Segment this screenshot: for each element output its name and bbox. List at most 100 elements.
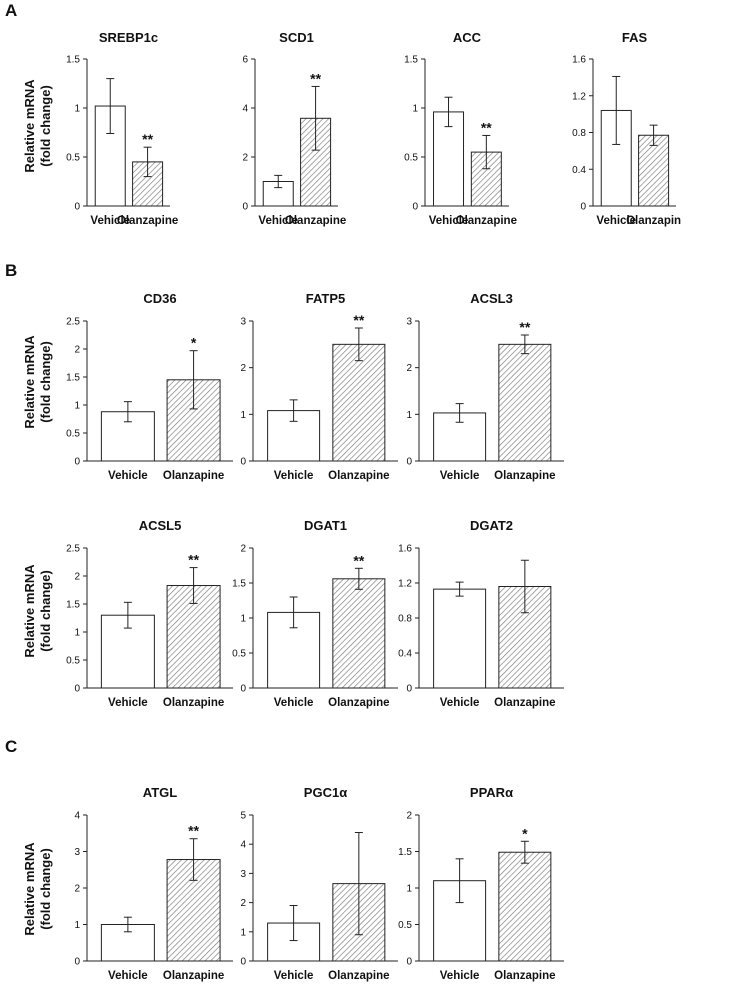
y-tick-label: 1: [240, 927, 246, 938]
y-tick-label: 4: [240, 840, 246, 851]
significance-marker: **: [353, 552, 364, 568]
chart-title: ATGL: [143, 785, 177, 800]
y-axis-label-row-c: Relative mRNA (fold change): [22, 842, 53, 936]
y-tick-label: 1: [74, 104, 80, 115]
ylabel-line1: Relative mRNA: [22, 564, 37, 658]
significance-marker: **: [481, 119, 492, 135]
chart-title: CD36: [143, 291, 176, 306]
chart-dgat1: DGAT1 0 0.5 1 1.5 2 Vehicle ** Olanzapine: [232, 518, 398, 709]
chart-title: ACSL5: [139, 518, 182, 533]
chart-fatp5: FATP5 0 1 2 3 Vehicle ** Olanzapine: [240, 291, 398, 482]
y-tick-label: 3: [240, 869, 246, 880]
category-label: Olanzapine: [163, 470, 224, 482]
chart-title: SCD1: [279, 30, 314, 45]
category-label: Olanzapine: [285, 215, 346, 227]
y-tick-label: 4: [74, 811, 80, 822]
y-tick-label: 0: [580, 202, 586, 213]
category-label: Olanzapine: [328, 470, 389, 482]
y-tick-label: 2: [240, 363, 246, 374]
y-tick-label: 0: [406, 957, 412, 968]
y-tick-label: 0: [406, 457, 412, 468]
y-axis-label-row-a: Relative mRNA (fold change): [22, 79, 53, 173]
ylabel-line2: (fold change): [38, 341, 53, 423]
chart-title: PGC1α: [304, 785, 347, 800]
chart-dgat2: DGAT2 0 0.4 0.8 1.2 1.6 Vehicle Olanzapine: [398, 518, 564, 709]
category-label: Olanzapine: [328, 970, 389, 982]
y-tick-label: 1: [74, 401, 80, 412]
y-tick-label: 1.5: [404, 55, 418, 66]
significance-marker: *: [522, 825, 528, 841]
category-label: Olanzapine: [494, 697, 555, 709]
y-tick-label: 1: [74, 920, 80, 931]
y-tick-label: 0.4: [398, 649, 412, 660]
category-label: Vehicle: [596, 215, 636, 227]
y-tick-label: 1.5: [66, 373, 80, 384]
y-tick-label: 1.6: [398, 544, 412, 555]
y-tick-label: 2.5: [66, 317, 80, 328]
y-tick-label: 1.2: [398, 579, 412, 590]
y-tick-label: 0: [242, 202, 248, 213]
y-tick-label: 0: [74, 202, 80, 213]
category-label: Vehicle: [274, 970, 314, 982]
significance-marker: **: [310, 70, 321, 86]
y-tick-label: 0.8: [572, 128, 586, 139]
chart-acsl3: ACSL3 0 1 2 3 Vehicle ** Olanzapine: [406, 291, 564, 482]
y-tick-label: 1.5: [398, 847, 412, 858]
y-tick-label: 0: [412, 202, 418, 213]
y-tick-label: 2: [74, 884, 80, 895]
y-tick-label: 0: [240, 684, 246, 695]
chart-scd1: SCD1 0 2 4 6 Vehicle ** Olanzapine: [242, 30, 346, 227]
y-tick-label: 0.5: [66, 153, 80, 164]
category-label: Vehicle: [440, 970, 480, 982]
ylabel-line1: Relative mRNA: [22, 79, 37, 173]
y-tick-label: 1.5: [66, 55, 80, 66]
chart-cd36: CD36 0 0.5 1 1.5 2 2.5 Vehicle * Olanzapine: [66, 291, 233, 482]
category-label: Vehicle: [108, 697, 148, 709]
chart-acc: ACC 0 0.5 1 1.5 Vehicle ** Olanzapine: [404, 30, 517, 227]
bar-olanzapine: [498, 343, 552, 462]
category-label: Vehicle: [440, 697, 480, 709]
category-label: Vehicle: [274, 697, 314, 709]
chart-pgc1α: PGC1α 0 1 2 3 4 5 Vehicle Olanzapine: [240, 785, 398, 982]
y-tick-label: 3: [74, 847, 80, 858]
bar-olanzapine: [638, 134, 670, 207]
chart-title: ACSL3: [470, 291, 513, 306]
category-label: Olanzapine: [163, 970, 224, 982]
ylabel-line1: Relative mRNA: [22, 335, 37, 429]
y-tick-label: 0.5: [232, 649, 246, 660]
y-tick-label: 0.4: [572, 165, 586, 176]
y-tick-label: 2: [240, 898, 246, 909]
chart-acsl5: ACSL5 0 0.5 1 1.5 2 2.5 Vehicle ** Olanzapine: [66, 518, 233, 709]
y-tick-label: 2: [406, 363, 412, 374]
significance-marker: **: [188, 552, 199, 568]
significance-marker: **: [188, 823, 199, 839]
chart-title: ACC: [453, 30, 482, 45]
panel-letter-c: C: [5, 737, 17, 756]
bar-vehicle: [433, 111, 465, 207]
category-label: Olanzapine: [456, 215, 517, 227]
chart-atgl: ATGL 0 1 2 3 4 Vehicle ** Olanzapine: [74, 785, 233, 982]
chart-title: FATP5: [306, 291, 346, 306]
y-tick-label: 0: [240, 457, 246, 468]
y-tick-label: 1: [240, 614, 246, 625]
y-tick-label: 5: [240, 811, 246, 822]
bar-olanzapine: [332, 578, 386, 689]
y-tick-label: 1: [240, 410, 246, 421]
y-tick-label: 0.5: [66, 429, 80, 440]
y-tick-label: 0.5: [66, 656, 80, 667]
ylabel-line1: Relative mRNA: [22, 842, 37, 936]
panel-letter-b: B: [5, 261, 17, 280]
significance-marker: **: [519, 319, 530, 335]
chart-title: DGAT2: [470, 518, 513, 533]
y-tick-label: 1: [406, 410, 412, 421]
category-label: Olanzapine: [117, 215, 178, 227]
y-tick-label: 0: [74, 457, 80, 468]
category-label: Olanzapine: [494, 470, 555, 482]
bar-olanzapine: [132, 161, 164, 207]
charts-layer: SREBP1c00.511.5Vehicle**OlanzapineSCD102…: [66, 30, 681, 982]
y-tick-label: 0.8: [398, 614, 412, 625]
category-label: Vehicle: [258, 215, 298, 227]
category-label: Olanzapine: [328, 697, 389, 709]
category-label: Olanzapine: [163, 697, 224, 709]
